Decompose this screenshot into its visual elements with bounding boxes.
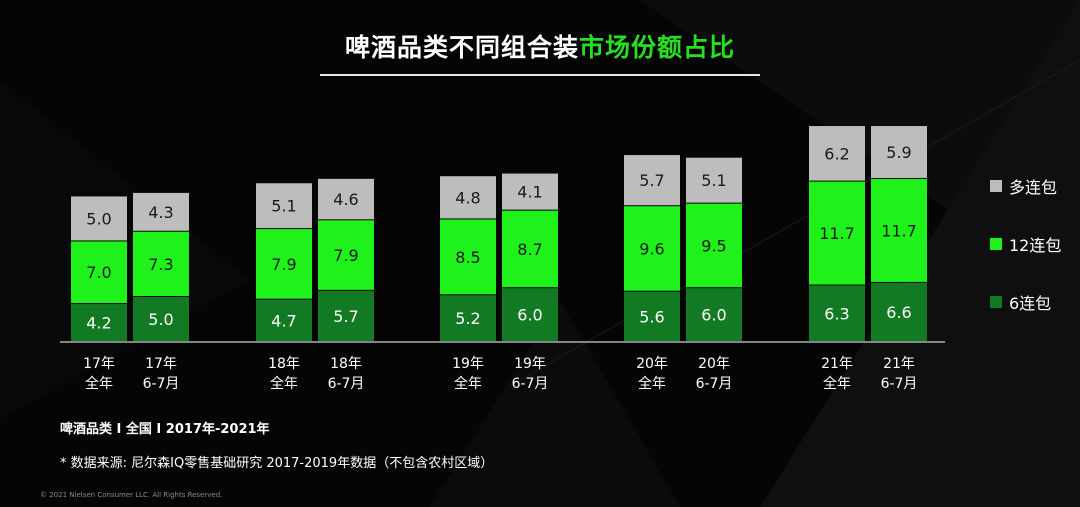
data-label: 9.6 <box>639 239 664 258</box>
bar-segment <box>133 231 189 296</box>
bar-segment <box>809 126 865 181</box>
x-tick-label: 全年 <box>85 375 113 392</box>
x-tick-label: 全年 <box>638 375 666 392</box>
bar-segment <box>133 192 189 231</box>
x-tick-label: 6-7月 <box>512 376 549 392</box>
data-label: 4.7 <box>271 311 296 330</box>
x-tick-label: 19年 <box>514 356 546 372</box>
bar-segment <box>318 290 374 341</box>
legend-swatch <box>990 296 1002 308</box>
data-label: 6.6 <box>886 303 911 322</box>
x-tick-label: 6-7月 <box>143 376 180 392</box>
x-tick-label: 21年 <box>883 356 915 372</box>
data-label: 11.7 <box>819 224 855 243</box>
legend-label: 多连包 <box>1009 178 1058 197</box>
bar-segment <box>440 295 496 341</box>
bar-segment <box>440 176 496 219</box>
source-note: * 数据来源: 尼尔森IQ零售基础研究 2017-2019年数据（不包含农村区域… <box>60 456 494 471</box>
data-label: 9.5 <box>701 236 726 255</box>
legend-label: 12连包 <box>1009 236 1062 255</box>
x-tick-label: 19年 <box>452 356 484 372</box>
data-label: 7.3 <box>148 255 173 274</box>
data-label: 8.7 <box>517 240 542 259</box>
bar-segment <box>502 173 558 210</box>
bar-segment <box>318 178 374 220</box>
legend-item-6-pack: 6连包 <box>990 292 1061 313</box>
copyright-text: © 2021 Nielsen Consumer LLC. All Rights … <box>40 491 223 499</box>
x-tick-label: 18年 <box>330 356 362 372</box>
bar-segment <box>871 282 927 341</box>
data-label: 4.8 <box>455 188 480 207</box>
title-underline <box>320 74 760 76</box>
data-label: 5.6 <box>639 307 664 326</box>
bar-segment <box>686 288 742 341</box>
data-label: 5.0 <box>86 209 111 228</box>
data-label: 6.0 <box>517 306 542 325</box>
bar-segment <box>440 219 496 295</box>
data-label: 4.6 <box>333 190 358 209</box>
bar-segment <box>686 203 742 288</box>
bar-segment <box>871 126 927 178</box>
data-label: 8.5 <box>455 248 480 267</box>
data-label: 6.2 <box>824 144 849 163</box>
bar-segment <box>502 210 558 288</box>
x-tick-label: 18年 <box>268 356 300 372</box>
scope-note: 啤酒品类 I 全国 I 2017年-2021年 <box>60 422 270 437</box>
data-label: 5.2 <box>455 309 480 328</box>
data-label: 7.9 <box>271 255 296 274</box>
bar-segment <box>133 297 189 341</box>
data-label: 4.2 <box>86 314 111 333</box>
bar-segment <box>624 291 680 341</box>
data-label: 4.1 <box>517 183 542 202</box>
legend: 多连包 12连包 6连包 <box>990 176 1061 350</box>
data-label: 5.7 <box>639 171 664 190</box>
bar-segment <box>256 229 312 299</box>
title-highlight: 市场份额占比 <box>579 33 736 62</box>
bar-segment <box>809 181 865 285</box>
data-label: 6.0 <box>701 306 726 325</box>
data-label: 5.7 <box>333 307 358 326</box>
data-label: 5.1 <box>271 197 296 216</box>
legend-swatch <box>990 180 1002 192</box>
page-title: 啤酒品类不同组合装市场份额占比 <box>320 28 760 64</box>
x-tick-label: 20年 <box>636 356 668 372</box>
title-main: 啤酒品类不同组合装 <box>344 33 579 62</box>
legend-item-12-pack: 12连包 <box>990 234 1062 255</box>
data-label: 6.3 <box>824 304 849 323</box>
x-tick-label: 6-7月 <box>881 376 918 392</box>
legend-swatch <box>990 238 1002 250</box>
data-label: 11.7 <box>881 221 917 240</box>
data-label: 5.0 <box>148 310 173 329</box>
bar-segment <box>256 299 312 341</box>
legend-label: 6连包 <box>1009 294 1052 313</box>
bar-segment <box>256 183 312 229</box>
bar-segment <box>624 206 680 291</box>
bar-segment <box>502 288 558 341</box>
legend-item-multi-pack: 多连包 <box>990 176 1061 197</box>
data-label: 4.3 <box>148 203 173 222</box>
x-tick-label: 21年 <box>821 356 853 372</box>
data-label: 5.1 <box>701 171 726 190</box>
x-tick-label: 17年 <box>83 356 115 372</box>
bar-segment <box>318 220 374 290</box>
x-tick-label: 全年 <box>454 375 482 392</box>
x-tick-label: 全年 <box>270 375 298 392</box>
bar-segment <box>871 178 927 282</box>
x-tick-label: 全年 <box>823 375 851 392</box>
bar-segment <box>71 241 127 304</box>
bar-segment <box>71 304 127 341</box>
bar-segment <box>809 285 865 341</box>
data-label: 5.9 <box>886 143 911 162</box>
x-tick-label: 17年 <box>145 356 177 372</box>
data-label: 7.0 <box>86 263 111 282</box>
x-tick-label: 6-7月 <box>328 376 365 392</box>
data-label: 7.9 <box>333 246 358 265</box>
bar-segment <box>624 155 680 206</box>
x-tick-label: 20年 <box>698 356 730 372</box>
x-tick-label: 6-7月 <box>696 376 733 392</box>
bar-segment <box>686 157 742 203</box>
bar-segment <box>71 196 127 241</box>
